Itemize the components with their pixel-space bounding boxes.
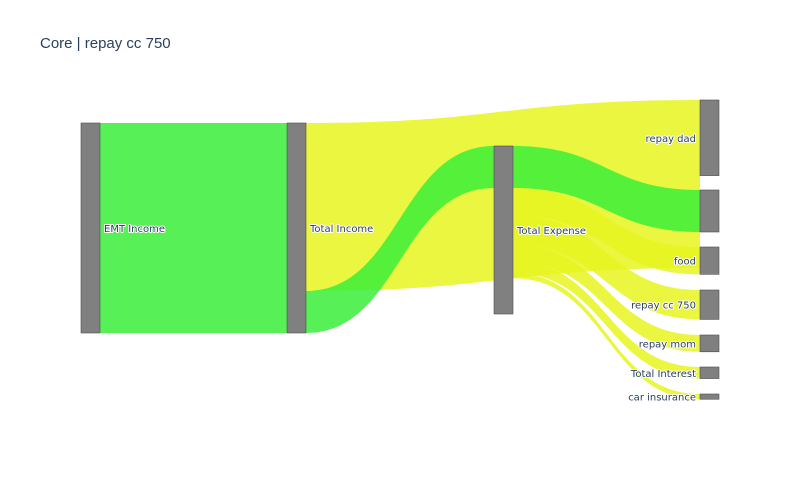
link-emt-income-to-total-income[interactable]	[100, 123, 287, 333]
node-label-emt-income: EMT Income	[104, 224, 165, 235]
link-total-expense-to-repay-cc-750[interactable]	[513, 215, 700, 320]
link-total-expense-to-food[interactable]	[513, 188, 700, 275]
links-layer	[100, 100, 700, 400]
node-node-4[interactable]	[699, 189, 720, 233]
chart-title: Core | repay cc 750	[40, 35, 171, 52]
node-emt-income[interactable]	[80, 122, 101, 334]
node-label-total-income: Total Income	[309, 224, 373, 235]
node-label-car-insurance: car insurance	[628, 393, 696, 404]
node-repay-dad[interactable]	[699, 99, 720, 176]
node-label-food: food	[674, 257, 696, 268]
node-label-total-expense: Total Expense	[516, 226, 586, 237]
node-total-interest[interactable]	[699, 366, 720, 379]
node-food[interactable]	[699, 246, 720, 275]
node-total-income[interactable]	[286, 122, 307, 334]
node-label-repay-mom: repay mom	[639, 339, 696, 350]
link-total-income-to-total-expense[interactable]	[306, 146, 494, 333]
link-total-expense-to-repay-mom[interactable]	[513, 244, 700, 352]
node-repay-mom[interactable]	[699, 334, 720, 353]
link-total-expense-to-car-insurance[interactable]	[513, 273, 700, 400]
node-label-total-interest: Total Interest	[630, 369, 696, 380]
nodes-layer	[80, 99, 720, 400]
node-total-expense[interactable]	[493, 145, 514, 315]
node-label-repay-dad: repay dad	[646, 134, 696, 145]
node-car-insurance[interactable]	[699, 393, 720, 400]
link-total-expense-to-total-interest[interactable]	[513, 261, 700, 379]
node-repay-cc-750[interactable]	[699, 289, 720, 320]
labels-layer: EMT Income Total Income Total Expense repay…	[103, 133, 697, 405]
link-total-expense-to-node-4[interactable]	[513, 146, 700, 232]
node-label-repay-cc-750: repay cc 750	[631, 301, 696, 312]
